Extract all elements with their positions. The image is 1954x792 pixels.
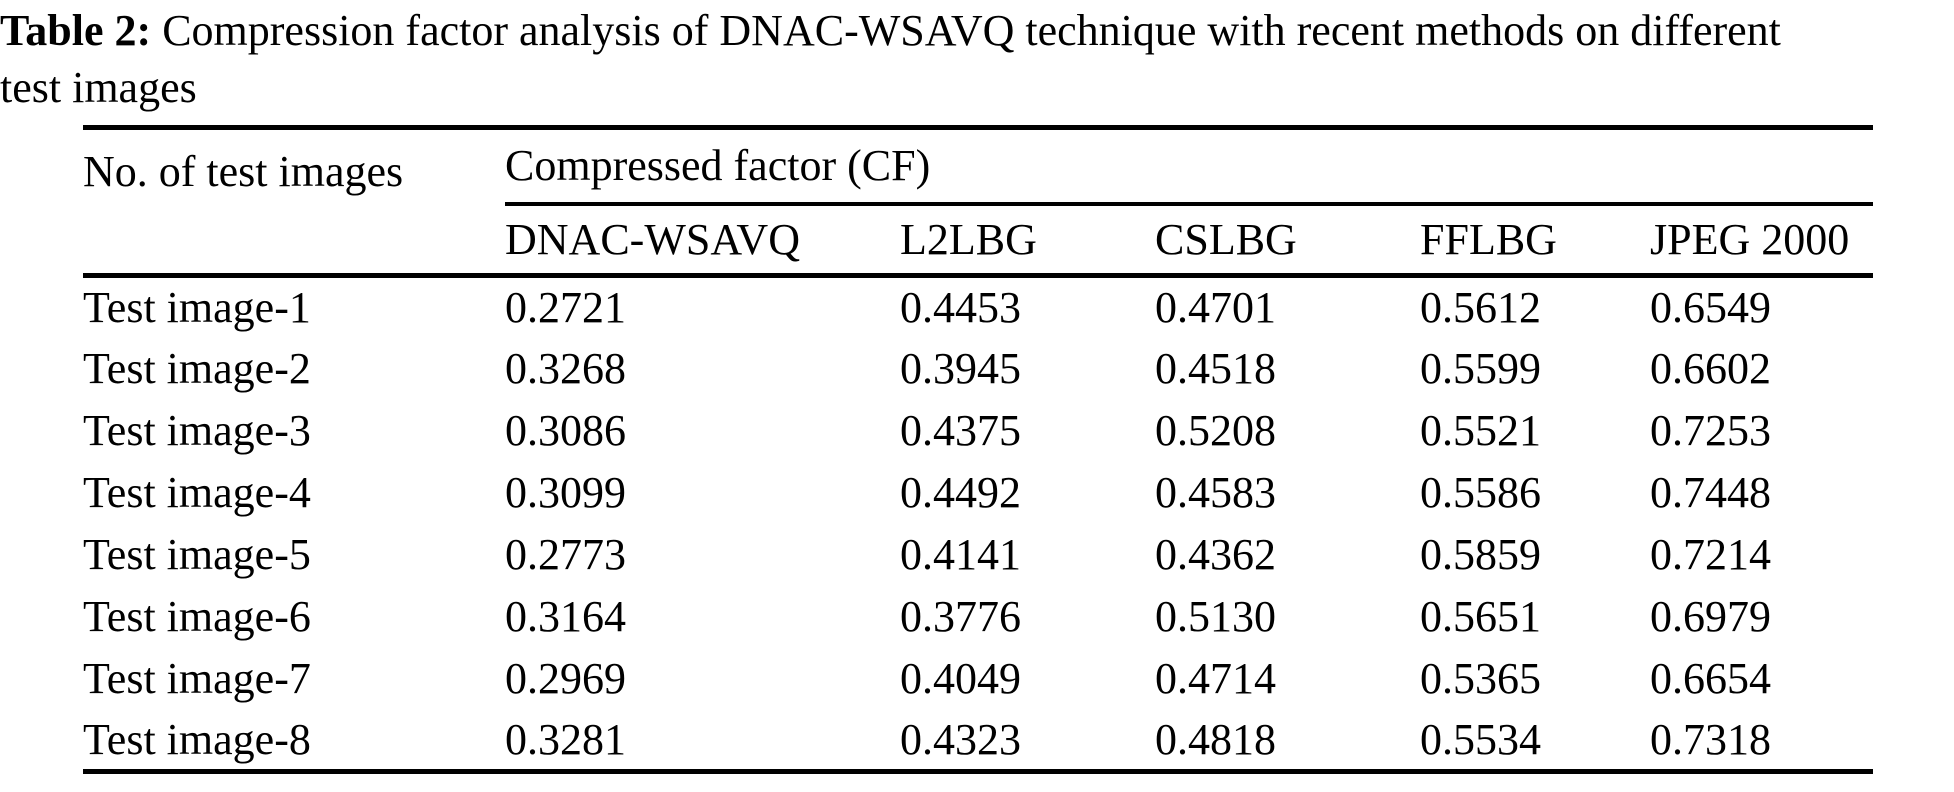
compression-factor-table: No. of test images Compressed factor (CF…	[83, 125, 1874, 774]
column-header-test-images: No. of test images	[83, 127, 505, 278]
cell-value: 0.3281	[505, 714, 626, 764]
cell-value: 0.3776	[900, 592, 1021, 641]
table-row: Test image-4 0.3099 0.4492 0.4583 0.5586…	[83, 462, 1873, 524]
row-label: Test image-7	[83, 654, 311, 703]
cell-value: 0.4492	[900, 468, 1021, 517]
header-row-methods: DNAC-WSAVQ L2LBG CSLBG FFLBG JPEG 2000	[83, 203, 1874, 278]
cell-value: 0.3164	[505, 592, 626, 641]
table-row: Test image-7 0.2969 0.4049 0.4714 0.5365…	[83, 648, 1873, 710]
row-label: Test image-3	[83, 406, 311, 455]
caption-text-2: test images	[0, 63, 197, 112]
cell-value: 0.3945	[900, 344, 1021, 393]
cell-value: 0.6654	[1650, 654, 1771, 703]
cell-value: 0.3268	[505, 344, 626, 393]
row-label: Test image-8	[83, 714, 311, 764]
cell-value: 0.3099	[505, 468, 626, 517]
cell-value: 0.4714	[1155, 654, 1276, 703]
cell-value: 0.4049	[900, 654, 1021, 703]
cell-value: 0.7253	[1650, 406, 1771, 455]
cell-value: 0.3086	[505, 406, 626, 455]
cell-value: 0.4375	[900, 406, 1021, 455]
cell-value: 0.5612	[1420, 283, 1541, 333]
cell-value: 0.5365	[1420, 654, 1541, 703]
cell-value: 0.5208	[1155, 406, 1276, 455]
cell-value: 0.5534	[1420, 714, 1541, 764]
cell-value: 0.5651	[1420, 592, 1541, 641]
column-header-l2lbg: L2LBG	[900, 203, 1155, 278]
cell-value: 0.2969	[505, 654, 626, 703]
cell-value: 0.5586	[1420, 468, 1541, 517]
cell-value: 0.6979	[1650, 592, 1771, 641]
cell-value: 0.4362	[1155, 530, 1276, 579]
table-row: Test image-2 0.3268 0.3945 0.4518 0.5599…	[83, 338, 1873, 400]
caption-text-1: Compression factor analysis of DNAC-WSAV…	[162, 6, 1781, 55]
cell-value: 0.5130	[1155, 592, 1276, 641]
cell-value: 0.4323	[900, 714, 1021, 764]
caption-line-1: Table 2: Compression factor analysis of …	[0, 2, 1954, 59]
cell-value: 0.4701	[1155, 283, 1276, 333]
table-caption: Table 2: Compression factor analysis of …	[0, 2, 1954, 116]
table-row: Test image-8 0.3281 0.4323 0.4818 0.5534…	[83, 710, 1873, 772]
column-group-header-cf: Compressed factor (CF)	[505, 127, 1874, 206]
row-label: Test image-5	[83, 530, 311, 579]
cell-value: 0.6602	[1650, 344, 1771, 393]
table-row: Test image-5 0.2773 0.4141 0.4362 0.5859…	[83, 524, 1873, 586]
table-row: Test image-6 0.3164 0.3776 0.5130 0.5651…	[83, 586, 1873, 648]
cell-value: 0.5859	[1420, 530, 1541, 579]
compression-factor-table-wrap: No. of test images Compressed factor (CF…	[83, 125, 1874, 774]
cell-value: 0.7318	[1650, 714, 1771, 764]
cell-value: 0.2721	[505, 283, 626, 333]
row-label: Test image-2	[83, 344, 311, 393]
caption-label: Table 2:	[0, 6, 152, 55]
row-label: Test image-4	[83, 468, 311, 517]
row-label: Test image-6	[83, 592, 311, 641]
cell-value: 0.4818	[1155, 714, 1276, 764]
column-header-cslbg: CSLBG	[1155, 203, 1420, 278]
cell-value: 0.6549	[1650, 283, 1771, 333]
cell-value: 0.4141	[900, 530, 1021, 579]
cell-value: 0.4583	[1155, 468, 1276, 517]
header-row-group: No. of test images Compressed factor (CF…	[83, 127, 1874, 278]
cell-value: 0.7448	[1650, 468, 1771, 517]
row-label: Test image-1	[83, 283, 311, 333]
cell-value: 0.4518	[1155, 344, 1276, 393]
cell-value: 0.4453	[900, 283, 1021, 333]
cell-value: 0.5599	[1420, 344, 1541, 393]
cell-value: 0.2773	[505, 530, 626, 579]
column-header-fflbg: FFLBG	[1420, 203, 1650, 278]
table-row: Test image-1 0.2721 0.4453 0.4701 0.5612…	[83, 276, 1873, 338]
column-header-jpeg2000: JPEG 2000	[1650, 203, 1874, 278]
cell-value: 0.7214	[1650, 530, 1771, 579]
column-header-dnac-wsavq: DNAC-WSAVQ	[505, 203, 900, 278]
cell-value: 0.5521	[1420, 406, 1541, 455]
table-row: Test image-3 0.3086 0.4375 0.5208 0.5521…	[83, 400, 1873, 462]
